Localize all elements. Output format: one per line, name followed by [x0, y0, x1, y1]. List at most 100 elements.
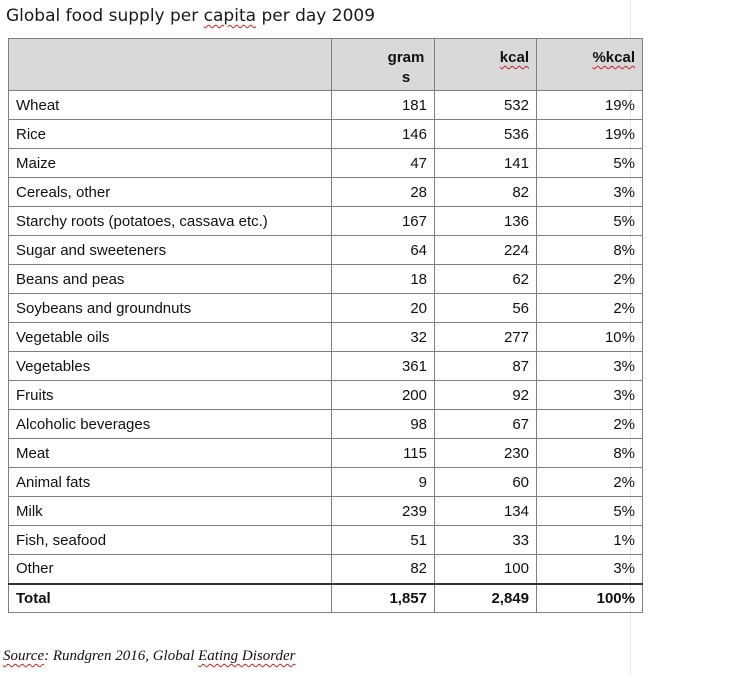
cell-grams: 47: [331, 148, 435, 178]
table-row: Maize 47 141 5%: [8, 148, 643, 178]
cell-pct-kcal: 2%: [536, 293, 643, 323]
cell-kcal: 56: [434, 293, 537, 323]
header-grams-label: grams: [387, 49, 425, 86]
cell-pct-kcal: 19%: [536, 119, 643, 149]
cell-kcal: 67: [434, 409, 537, 439]
cell-pct-kcal: 5%: [536, 206, 643, 236]
cell-kcal: 536: [434, 119, 537, 149]
cell-item: Milk: [8, 496, 332, 526]
cell-kcal: 136: [434, 206, 537, 236]
cell-item: Wheat: [8, 90, 332, 120]
cell-item: Vegetable oils: [8, 322, 332, 352]
cell-item: Sugar and sweeteners: [8, 235, 332, 265]
total-row: Total 1,857 2,849 100%: [8, 582, 643, 613]
cell-pct-kcal: 8%: [536, 438, 643, 468]
cell-pct-kcal: 3%: [536, 351, 643, 381]
cell-pct-kcal: 3%: [536, 554, 643, 584]
cell-kcal: 62: [434, 264, 537, 294]
cell-kcal: 100: [434, 554, 537, 584]
cell-item: Soybeans and groundnuts: [8, 293, 332, 323]
table-row: Soybeans and groundnuts 20 56 2%: [8, 293, 643, 323]
cell-item: Beans and peas: [8, 264, 332, 294]
cell-item: Total: [8, 582, 332, 613]
cell-kcal: 33: [434, 525, 537, 555]
table-body: Wheat 181 532 19% Rice 146 536 19% Maize 47 141 5% C…: [8, 90, 643, 613]
cell-item: Alcoholic beverages: [8, 409, 332, 439]
document-title: Global food supply per capita per day 20…: [6, 6, 375, 26]
cell-pct-kcal: 10%: [536, 322, 643, 352]
header-kcal-label: kcal: [499, 49, 529, 66]
cell-kcal: 87: [434, 351, 537, 381]
cell-pct-kcal: 2%: [536, 467, 643, 497]
cell-kcal: 230: [434, 438, 537, 468]
header-pct-kcal-label: %kcal: [592, 49, 635, 66]
cell-item: Fruits: [8, 380, 332, 410]
source-text: : Rundgren 2016, Global: [44, 648, 199, 664]
header-item: [8, 38, 332, 91]
cell-pct-kcal: 19%: [536, 90, 643, 120]
cell-pct-kcal: 1%: [536, 525, 643, 555]
source-citation: Source: Rundgren 2016, Global Eating Dis…: [3, 648, 296, 665]
cell-pct-kcal: 100%: [536, 582, 643, 613]
table-row: Beans and peas 18 62 2%: [8, 264, 643, 294]
header-pct-kcal: %kcal: [536, 38, 643, 91]
cell-grams: 200: [331, 380, 435, 410]
table-row: Wheat 181 532 19%: [8, 90, 643, 120]
cell-item: Fish, seafood: [8, 525, 332, 555]
cell-item: Animal fats: [8, 467, 332, 497]
cell-grams: 18: [331, 264, 435, 294]
cell-grams: 167: [331, 206, 435, 236]
cell-grams: 32: [331, 322, 435, 352]
title-text-end: per day 2009: [256, 6, 376, 26]
cell-kcal: 82: [434, 177, 537, 207]
cell-kcal: 224: [434, 235, 537, 265]
table-row: Alcoholic beverages 98 67 2%: [8, 409, 643, 439]
table-row: Vegetables 361 87 3%: [8, 351, 643, 381]
cell-grams: 181: [331, 90, 435, 120]
table-header-row: grams kcal %kcal: [8, 38, 643, 91]
cell-pct-kcal: 8%: [536, 235, 643, 265]
cell-grams: 64: [331, 235, 435, 265]
table-row: Animal fats 9 60 2%: [8, 467, 643, 497]
table-row: Meat 115 230 8%: [8, 438, 643, 468]
source-book-title: Eating Disorder: [198, 648, 296, 664]
table-row: Cereals, other 28 82 3%: [8, 177, 643, 207]
header-grams: grams: [331, 38, 435, 91]
title-spellcheck-word: capita: [203, 6, 257, 26]
title-text-start: Global food supply per: [6, 6, 204, 26]
cell-kcal: 134: [434, 496, 537, 526]
table-row: Rice 146 536 19%: [8, 119, 643, 149]
cell-grams: 9: [331, 467, 435, 497]
source-label: Source: [3, 648, 45, 664]
cell-grams: 239: [331, 496, 435, 526]
table-row: Fish, seafood 51 33 1%: [8, 525, 643, 555]
cell-kcal: 141: [434, 148, 537, 178]
header-kcal: kcal: [434, 38, 537, 91]
cell-item: Maize: [8, 148, 332, 178]
cell-pct-kcal: 2%: [536, 264, 643, 294]
cell-grams: 98: [331, 409, 435, 439]
cell-item: Other: [8, 554, 332, 584]
cell-item: Rice: [8, 119, 332, 149]
cell-grams: 1,857: [331, 582, 435, 613]
cell-kcal: 532: [434, 90, 537, 120]
table-row: Vegetable oils 32 277 10%: [8, 322, 643, 352]
cell-item: Cereals, other: [8, 177, 332, 207]
cell-grams: 82: [331, 554, 435, 584]
cell-grams: 115: [331, 438, 435, 468]
cell-pct-kcal: 5%: [536, 496, 643, 526]
cell-kcal: 2,849: [434, 582, 537, 613]
cell-pct-kcal: 3%: [536, 177, 643, 207]
table-row: Other 82 100 3%: [8, 554, 643, 584]
cell-kcal: 92: [434, 380, 537, 410]
cell-grams: 361: [331, 351, 435, 381]
cell-item: Vegetables: [8, 351, 332, 381]
cell-grams: 20: [331, 293, 435, 323]
table-row: Starchy roots (potatoes, cassava etc.) 16…: [8, 206, 643, 236]
table-row: Sugar and sweeteners 64 224 8%: [8, 235, 643, 265]
cell-pct-kcal: 3%: [536, 380, 643, 410]
cell-grams: 28: [331, 177, 435, 207]
cell-item: Meat: [8, 438, 332, 468]
cell-kcal: 60: [434, 467, 537, 497]
table-row: Milk 239 134 5%: [8, 496, 643, 526]
